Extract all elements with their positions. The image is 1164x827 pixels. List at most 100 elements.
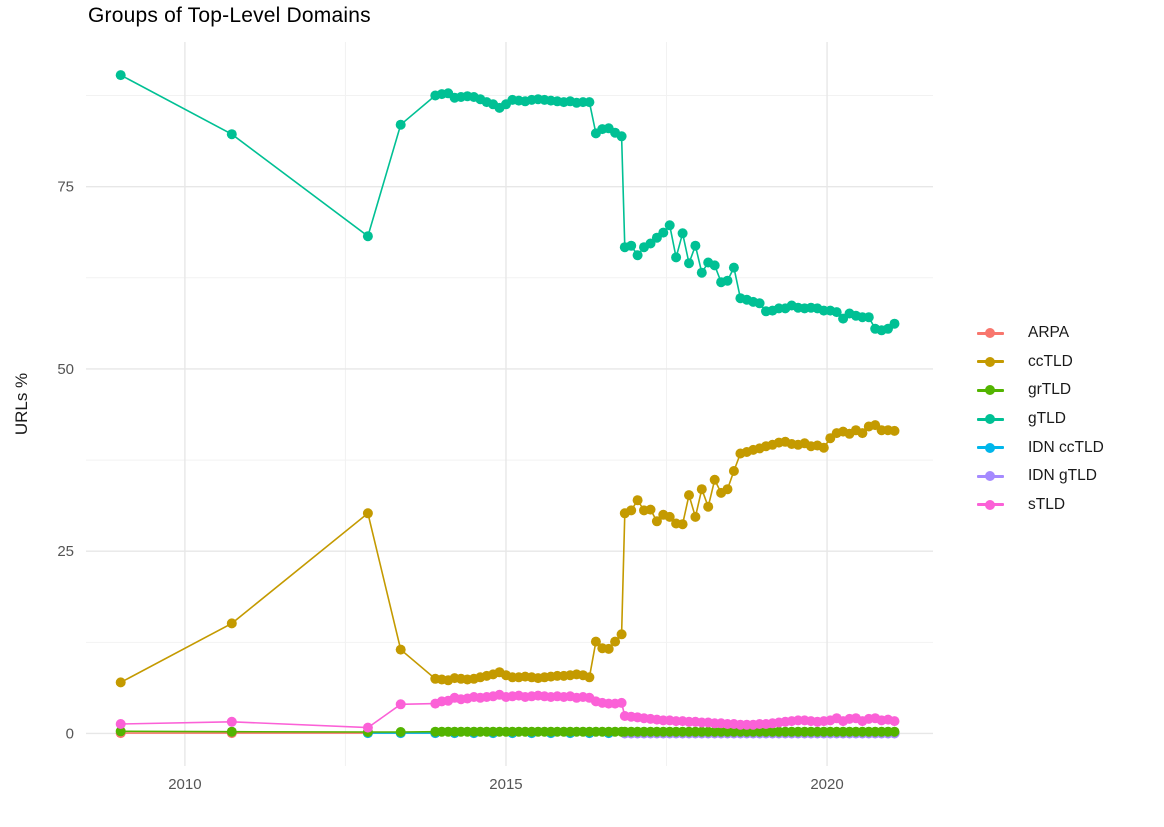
data-point [671, 252, 682, 263]
series-gtld [115, 70, 900, 336]
data-point [395, 727, 406, 737]
x-tick-label: 2020 [810, 776, 843, 793]
data-point [889, 726, 900, 737]
legend-key-dot-icon [985, 385, 995, 396]
legend: ARPA ccTLD grTLD gTLD IDN ccTLD IDN gTLD sTLD [977, 319, 1104, 519]
data-point [818, 442, 829, 453]
data-point [690, 240, 701, 251]
y-tick-label: 25 [57, 543, 74, 560]
legend-key-icon [977, 414, 1004, 425]
data-point [395, 699, 406, 710]
data-point [709, 260, 720, 271]
data-point [889, 318, 900, 329]
data-point [616, 629, 627, 640]
data-point [664, 220, 675, 231]
legend-item-arpa: ARPA [977, 319, 1104, 348]
y-axis-title: URLs % [12, 372, 31, 436]
data-point [658, 227, 669, 238]
data-point [664, 511, 675, 522]
y-tick-label: 75 [57, 179, 74, 196]
data-point [395, 119, 406, 130]
legend-key-dot-icon [985, 499, 995, 510]
series-line [120, 74, 895, 332]
legend-item-grtld: grTLD [977, 376, 1104, 405]
data-point [703, 501, 714, 512]
legend-key-icon [977, 442, 1004, 453]
data-point [362, 231, 373, 242]
x-tick-label: 2010 [168, 776, 201, 793]
data-point [690, 511, 701, 522]
data-point [684, 258, 694, 269]
data-point [616, 697, 627, 708]
legend-item-idn-cctld: IDN ccTLD [977, 433, 1104, 462]
data-point [226, 716, 237, 727]
data-point [616, 131, 627, 142]
data-point [226, 618, 237, 629]
data-point [696, 267, 707, 278]
data-point [362, 508, 373, 519]
data-point [722, 275, 733, 286]
legend-key-icon [977, 356, 1004, 367]
data-point [645, 238, 656, 249]
data-point [645, 504, 656, 515]
data-point [889, 716, 900, 727]
legend-label: sTLD [1028, 495, 1066, 513]
data-point [115, 70, 126, 81]
axis-tick-labels: 0 25 50 75 2010 2015 2020 [57, 179, 843, 793]
data-point [831, 307, 842, 318]
legend-key-icon [977, 385, 1004, 396]
data-point [728, 262, 739, 273]
legend-item-idn-gtld: IDN gTLD [977, 462, 1104, 491]
chart-title: Groups of Top-Level Domains [88, 4, 371, 27]
data-point [754, 298, 765, 309]
legend-label: gTLD [1028, 410, 1066, 428]
legend-item-cctld: ccTLD [977, 348, 1104, 377]
legend-key-icon [977, 499, 1004, 510]
data-point [115, 719, 126, 729]
y-tick-label: 50 [57, 361, 74, 378]
data-point [863, 312, 874, 323]
legend-label: IDN gTLD [1028, 467, 1097, 485]
legend-label: grTLD [1028, 381, 1072, 399]
data-point [584, 672, 595, 683]
series-line [120, 424, 895, 684]
legend-item-stld: sTLD [977, 491, 1104, 520]
legend-key-dot-icon [985, 328, 995, 339]
data-point [709, 474, 720, 485]
legend-item-gtld: gTLD [977, 405, 1104, 434]
data-point [626, 240, 637, 251]
legend-label: ccTLD [1028, 352, 1073, 370]
data-point [889, 425, 900, 436]
legend-key-dot-icon [985, 356, 995, 367]
data-point [395, 644, 406, 655]
legend-key-dot-icon [985, 414, 995, 425]
legend-label: IDN ccTLD [1028, 438, 1104, 456]
data-point [632, 495, 643, 506]
gridlines [86, 42, 933, 766]
series-cctld [115, 420, 900, 688]
series-grtld [115, 726, 900, 737]
legend-key-dot-icon [985, 442, 995, 453]
series-stld [115, 689, 900, 733]
data-point [651, 516, 662, 527]
data-point [115, 677, 126, 688]
data-point [632, 250, 643, 261]
legend-key-icon [977, 328, 1004, 339]
data-point [626, 505, 637, 516]
x-tick-label: 2015 [489, 776, 522, 793]
data-point [857, 428, 868, 439]
legend-key-dot-icon [985, 471, 995, 482]
data-point [722, 484, 733, 495]
data-point [115, 726, 126, 737]
y-tick-label: 0 [66, 725, 74, 742]
data-point [684, 490, 694, 501]
data-point [590, 636, 601, 647]
data-point [696, 484, 707, 495]
data-point [584, 97, 595, 108]
data-point [603, 643, 614, 654]
data-point [610, 636, 621, 647]
data-point [728, 466, 739, 476]
legend-label: ARPA [1028, 324, 1070, 342]
